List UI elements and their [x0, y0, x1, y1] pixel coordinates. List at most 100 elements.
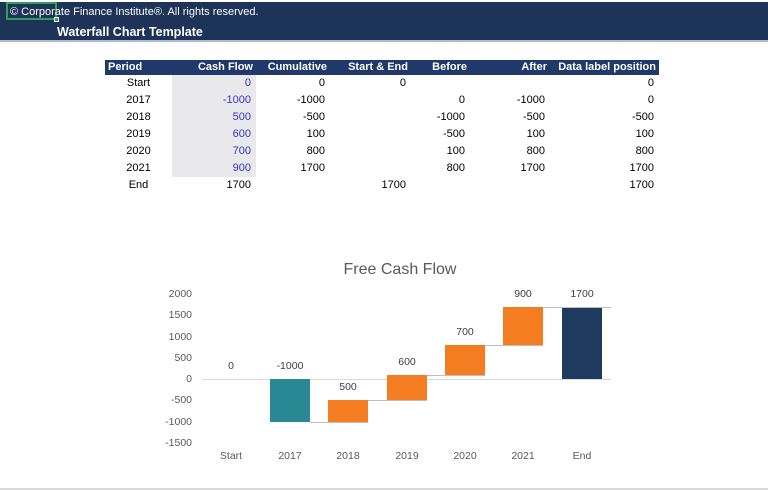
y-axis-tick-label: -1500	[165, 436, 192, 449]
data-label: 600	[398, 355, 416, 368]
waterfall-chart[interactable]: Free Cash Flow 2000 1500 1000 500 0 -500 -1000…	[150, 250, 665, 485]
connector-line	[543, 306, 611, 308]
copyright-text: © Corporate Finance Institute®. All righ…	[10, 6, 259, 18]
table-cell[interactable]: -500	[411, 126, 470, 143]
table-cell[interactable]: 1700	[550, 160, 659, 177]
table-cell[interactable]	[470, 177, 550, 194]
y-axis-tick-label: 500	[174, 351, 192, 364]
table-cell[interactable]: 0	[550, 92, 659, 109]
waterfall-data-table: Period Cash Flow Cumulative Start & End Befo…	[105, 60, 659, 194]
table-cell[interactable]: -1000	[411, 109, 470, 126]
y-axis-tick-label: 0	[186, 373, 192, 385]
table-cell[interactable]	[330, 109, 411, 126]
window-bottom-edge	[0, 488, 768, 490]
table-cell[interactable]: -1000	[470, 92, 550, 109]
table-cell[interactable]: -500	[470, 109, 550, 126]
x-axis-category-label: Start	[219, 450, 243, 462]
table-cell[interactable]: 2021	[105, 160, 172, 177]
column-header[interactable]: Cumulative	[256, 60, 330, 75]
connector-line	[310, 421, 368, 423]
column-header[interactable]: After	[470, 60, 550, 75]
y-axis-tick-label: -500	[170, 394, 192, 407]
connector-line	[427, 374, 485, 376]
table-cell[interactable]: 800	[550, 143, 659, 160]
active-cell-selection[interactable]	[6, 2, 59, 22]
data-label: 0	[228, 360, 234, 372]
x-axis-category-label: 2019	[395, 450, 419, 462]
table-cell[interactable]: 100	[470, 126, 550, 143]
table-cell[interactable]: 900	[172, 160, 256, 177]
table-cell[interactable]: 1700	[550, 177, 659, 194]
connector-line	[485, 345, 543, 346]
table-cell[interactable]: 600	[172, 126, 256, 143]
chart-title: Free Cash Flow	[343, 261, 457, 278]
decrease-bar[interactable]	[270, 379, 310, 422]
table-cell[interactable]	[330, 160, 411, 177]
table-cell[interactable]: Start	[105, 75, 172, 92]
increase-bar[interactable]	[328, 400, 368, 422]
connector-line	[368, 400, 427, 402]
table-cell[interactable]: 2020	[105, 143, 172, 160]
x-axis-category-label: 2017	[278, 450, 302, 462]
table-cell[interactable]: 1700	[172, 177, 256, 194]
banner-divider	[0, 40, 768, 42]
data-label: 900	[514, 287, 532, 300]
table-cell[interactable]: 0	[411, 92, 470, 109]
increase-bar[interactable]	[387, 374, 427, 401]
table-cell[interactable]: 2019	[105, 126, 172, 143]
column-header[interactable]: Data label position	[550, 60, 659, 75]
data-label: -1000	[276, 360, 304, 372]
table-cell[interactable]	[330, 126, 411, 143]
fill-handle[interactable]	[54, 17, 59, 22]
table-cell[interactable]: 0	[330, 75, 411, 92]
table-cell[interactable]: 1700	[256, 160, 330, 177]
table-cell[interactable]: -500	[550, 109, 659, 126]
increase-bar[interactable]	[503, 306, 543, 345]
table-cell[interactable]: 2017	[105, 92, 172, 109]
table-cell[interactable]: -1000	[256, 92, 330, 109]
table-cell[interactable]: 0	[256, 75, 330, 92]
table-cell[interactable]: -500	[256, 109, 330, 126]
data-label: 1700	[570, 287, 594, 300]
table-cell[interactable]	[330, 143, 411, 160]
table-cell[interactable]: 500	[172, 109, 256, 126]
total-bar[interactable]	[562, 306, 602, 379]
page-title: Waterfall Chart Template	[57, 25, 203, 39]
table-cell[interactable]: -1000	[172, 92, 256, 109]
column-header[interactable]: Period	[105, 60, 172, 75]
data-label: 500	[339, 381, 357, 394]
table-cell[interactable]: 1700	[470, 160, 550, 177]
table-cell[interactable]: 2018	[105, 109, 172, 126]
x-axis-category-label: 2018	[336, 450, 360, 462]
table-cell[interactable]	[411, 177, 470, 194]
table-cell[interactable]: 1700	[330, 177, 411, 194]
y-axis-tick-label: -1000	[165, 415, 192, 428]
table-cell[interactable]	[256, 177, 330, 194]
table-cell[interactable]: 700	[172, 143, 256, 160]
y-axis-tick-label: 1000	[168, 330, 192, 343]
table-cell[interactable]: 800	[256, 143, 330, 160]
increase-bar[interactable]	[445, 345, 485, 375]
x-axis-category-label: 2020	[453, 450, 477, 462]
column-header[interactable]: Cash Flow	[172, 60, 256, 75]
table-cell[interactable]: 800	[411, 160, 470, 177]
column-header[interactable]: Before	[411, 60, 470, 75]
table-cell[interactable]: End	[105, 177, 172, 194]
column-header[interactable]: Start & End	[330, 60, 411, 75]
x-axis-category-label: 2021	[511, 450, 535, 462]
table-cell[interactable]: 0	[550, 75, 659, 92]
table-cell[interactable]	[411, 75, 470, 92]
table-cell[interactable]: 0	[172, 75, 256, 92]
table-cell[interactable]	[330, 92, 411, 109]
table-cell[interactable]: 100	[550, 126, 659, 143]
y-axis-tick-label: 1500	[168, 309, 192, 322]
data-label: 700	[456, 326, 474, 338]
table-cell[interactable]: 100	[256, 126, 330, 143]
table-cell[interactable]: 800	[470, 143, 550, 160]
y-axis-tick-label: 2000	[168, 288, 192, 300]
table-cell[interactable]: 100	[411, 143, 470, 160]
x-axis-category-label: End	[572, 450, 592, 462]
top-banner: © Corporate Finance Institute®. All righ…	[0, 2, 768, 40]
table-cell[interactable]	[470, 75, 550, 92]
